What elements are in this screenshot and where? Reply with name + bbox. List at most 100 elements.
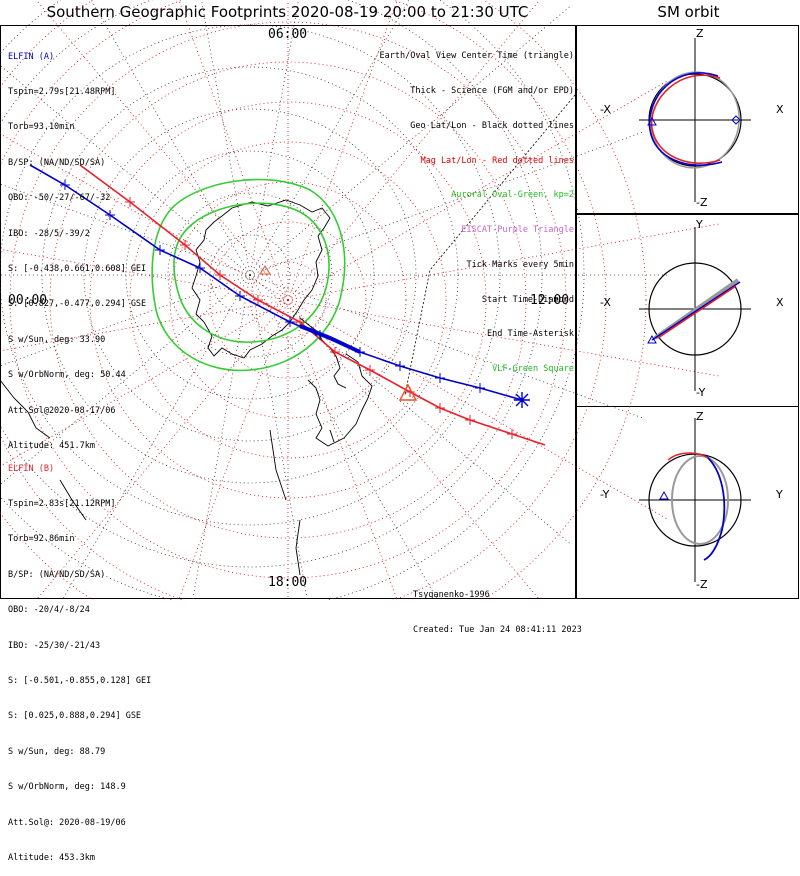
elfin-a-end-asterisk [514,392,530,408]
elfin-b-tick-mark [180,240,190,250]
legend-entry: EISCAT-Purple Triangle [461,225,574,236]
elfin-b-name: ELFIN (B) [8,463,55,474]
mag-meridian [287,299,398,600]
geo-grid [0,0,670,600]
elfin-b-tick-mark [253,295,263,305]
legend-entry: Tick Marks every 5min [466,259,574,270]
elfin-a-tick-mark [285,317,295,327]
elfin-a-tick-mark [235,291,245,301]
elfin-b-line: S w/Sun, deg: 88.79 [8,746,106,757]
hour-label-top: 06:00 [268,27,308,42]
south-america-coastline [269,353,373,576]
sm1-bottom-label: -Z [696,196,708,209]
elfin-b-info: ELFIN (B) Tspin=2.83s[21.12RPM] Torb=92.… [8,440,151,876]
credits: Tsyganenko-1996 Created: Tue Jan 24 08:4… [413,566,582,649]
sm-panel-frame-3 [576,406,799,599]
elfin-b-sm-orbit [650,74,721,164]
elfin-b-tick-mark [125,197,135,207]
view-center-line [404,94,576,396]
sm3-top-label: Z [696,410,704,423]
elfin-a-view-triangle [647,334,657,344]
hour-label-bottom: 18:00 [268,575,308,590]
elfin-b-line: S: [-0.501,-0.855,0.128] GEI [8,675,152,686]
legend-entry: Start Time-Diamond [481,294,574,305]
elfin-b-tick-mark [295,317,305,327]
sm1-left-label: -X [600,103,611,116]
legend: Earth/Oval View Center Time (triangle) T… [380,28,574,387]
legend-entry: Earth/Oval View Center Time (triangle) [379,51,574,62]
elfin-a-info: ELFIN (A) Tspin=2.79s[21.48RPM] Torb=93.… [8,28,146,464]
elfin-b-tick-mark [330,347,340,357]
mag-latitude-circle [0,0,607,600]
elfin-a-line: S: [-0.438,0.661,0.608] GEI [8,263,147,274]
elfin-b-line: S w/OrbNorm, deg: 148.9 [8,782,126,793]
mag-latitude-circle [49,61,527,539]
elfin-b-tick-mark [435,403,445,413]
legend-entry: VLF-Green Square [492,364,574,375]
elfin-a-sm-orbit [703,455,726,561]
legend-entry: Thick - Science (FGM and/or EPD) [410,85,574,96]
elfin-b-tick-mark [507,429,517,439]
mag-latitude-circle [169,181,407,419]
geo-latitude-circle [83,108,417,442]
elfin-a-tick-mark [435,373,445,383]
hour-label-left: 00:00 [8,293,48,308]
geo-meridian [249,274,308,600]
sm1-right-label: X [776,103,784,116]
auroral-oval-outer [151,178,346,372]
model-credit: Tsyganenko-1996 [413,589,490,600]
mag-meridian [287,299,670,521]
elfin-b-line: Altitude: 453.3km [8,852,95,863]
sm2-bottom-label: -Y [696,386,706,399]
mag-latitude-circle [209,221,367,379]
sm2-right-label: X [776,296,784,309]
geo-latitude-circle [0,0,585,600]
elfin-b-line: Att.Sol@: 2020-08-19/06 [8,817,126,828]
mag-meridian [0,299,289,467]
auroral-oval-inner [173,202,330,343]
earth-circle [648,262,742,356]
elfin-a-sm-orbit [648,72,723,166]
mag-latitude-circle [9,21,567,579]
elfin-a-sm-orbit [651,281,741,341]
elfin-b-tick-mark [365,365,375,375]
sm3-left-label: -Y [600,488,610,501]
australia-coastline [0,379,87,521]
map-frame [0,25,576,599]
elfin-b-sm-orbit [667,452,709,461]
elfin-b-line: OBO: -20/4/-8/24 [8,605,90,616]
mag-meridian [287,223,722,301]
sm-panel-3 [639,418,751,582]
elfin-a-view-triangle [659,490,669,500]
elfin-a-line: IBO: -28/5/-39/2 [8,228,90,239]
sm3-bottom-label: -Z [696,578,708,591]
elfin-a-tick-mark [195,263,205,273]
mag-latitude-circle [249,261,327,339]
mag-latitude-circle [129,141,447,459]
mag-grid [0,0,722,600]
elfin-b-tick-mark [215,270,225,280]
plot-title: Southern Geographic Footprints 2020-08-1… [46,3,529,21]
elfin-a-tick-mark [105,210,115,220]
sm2-left-label: -X [600,296,611,309]
mag-meridian [35,0,289,301]
sm-orbit-grey [671,455,729,545]
elfin-a-line: S w/OrbNorm, deg: 50.44 [8,370,126,381]
view-center-triangle [398,383,418,401]
elfin-a-line: S: [0.827,-0.477,0.294] GSE [8,299,147,310]
created-timestamp: Created: Tue Jan 24 08:41:11 2023 [413,624,582,635]
elfin-b-line: S: [0.025,0.888,0.294] GSE [8,711,142,722]
elfin-a-start-diamond [731,115,741,125]
sm-panel-frame-1 [576,25,799,214]
elfin-a-line: OBO: -50/-27/-67/-32 [8,193,111,204]
elfin-b-tick-mark [465,415,475,425]
polar-map [0,0,722,600]
elfin-b-line: Tspin=2.83s[21.12RPM] [8,498,116,509]
sm-panel-frame-2 [576,214,799,407]
legend-entry: End Time-Asterisk [487,329,574,340]
sm-orbit-title: SM orbit [657,3,720,21]
mag-meridian [287,0,541,301]
elfin-b-sm-orbit [657,285,737,339]
elfin-a-line: Att.Sol@2020-08-17/06 [8,405,116,416]
elfin-a-line: S w/Sun, deg: 33.90 [8,334,106,345]
